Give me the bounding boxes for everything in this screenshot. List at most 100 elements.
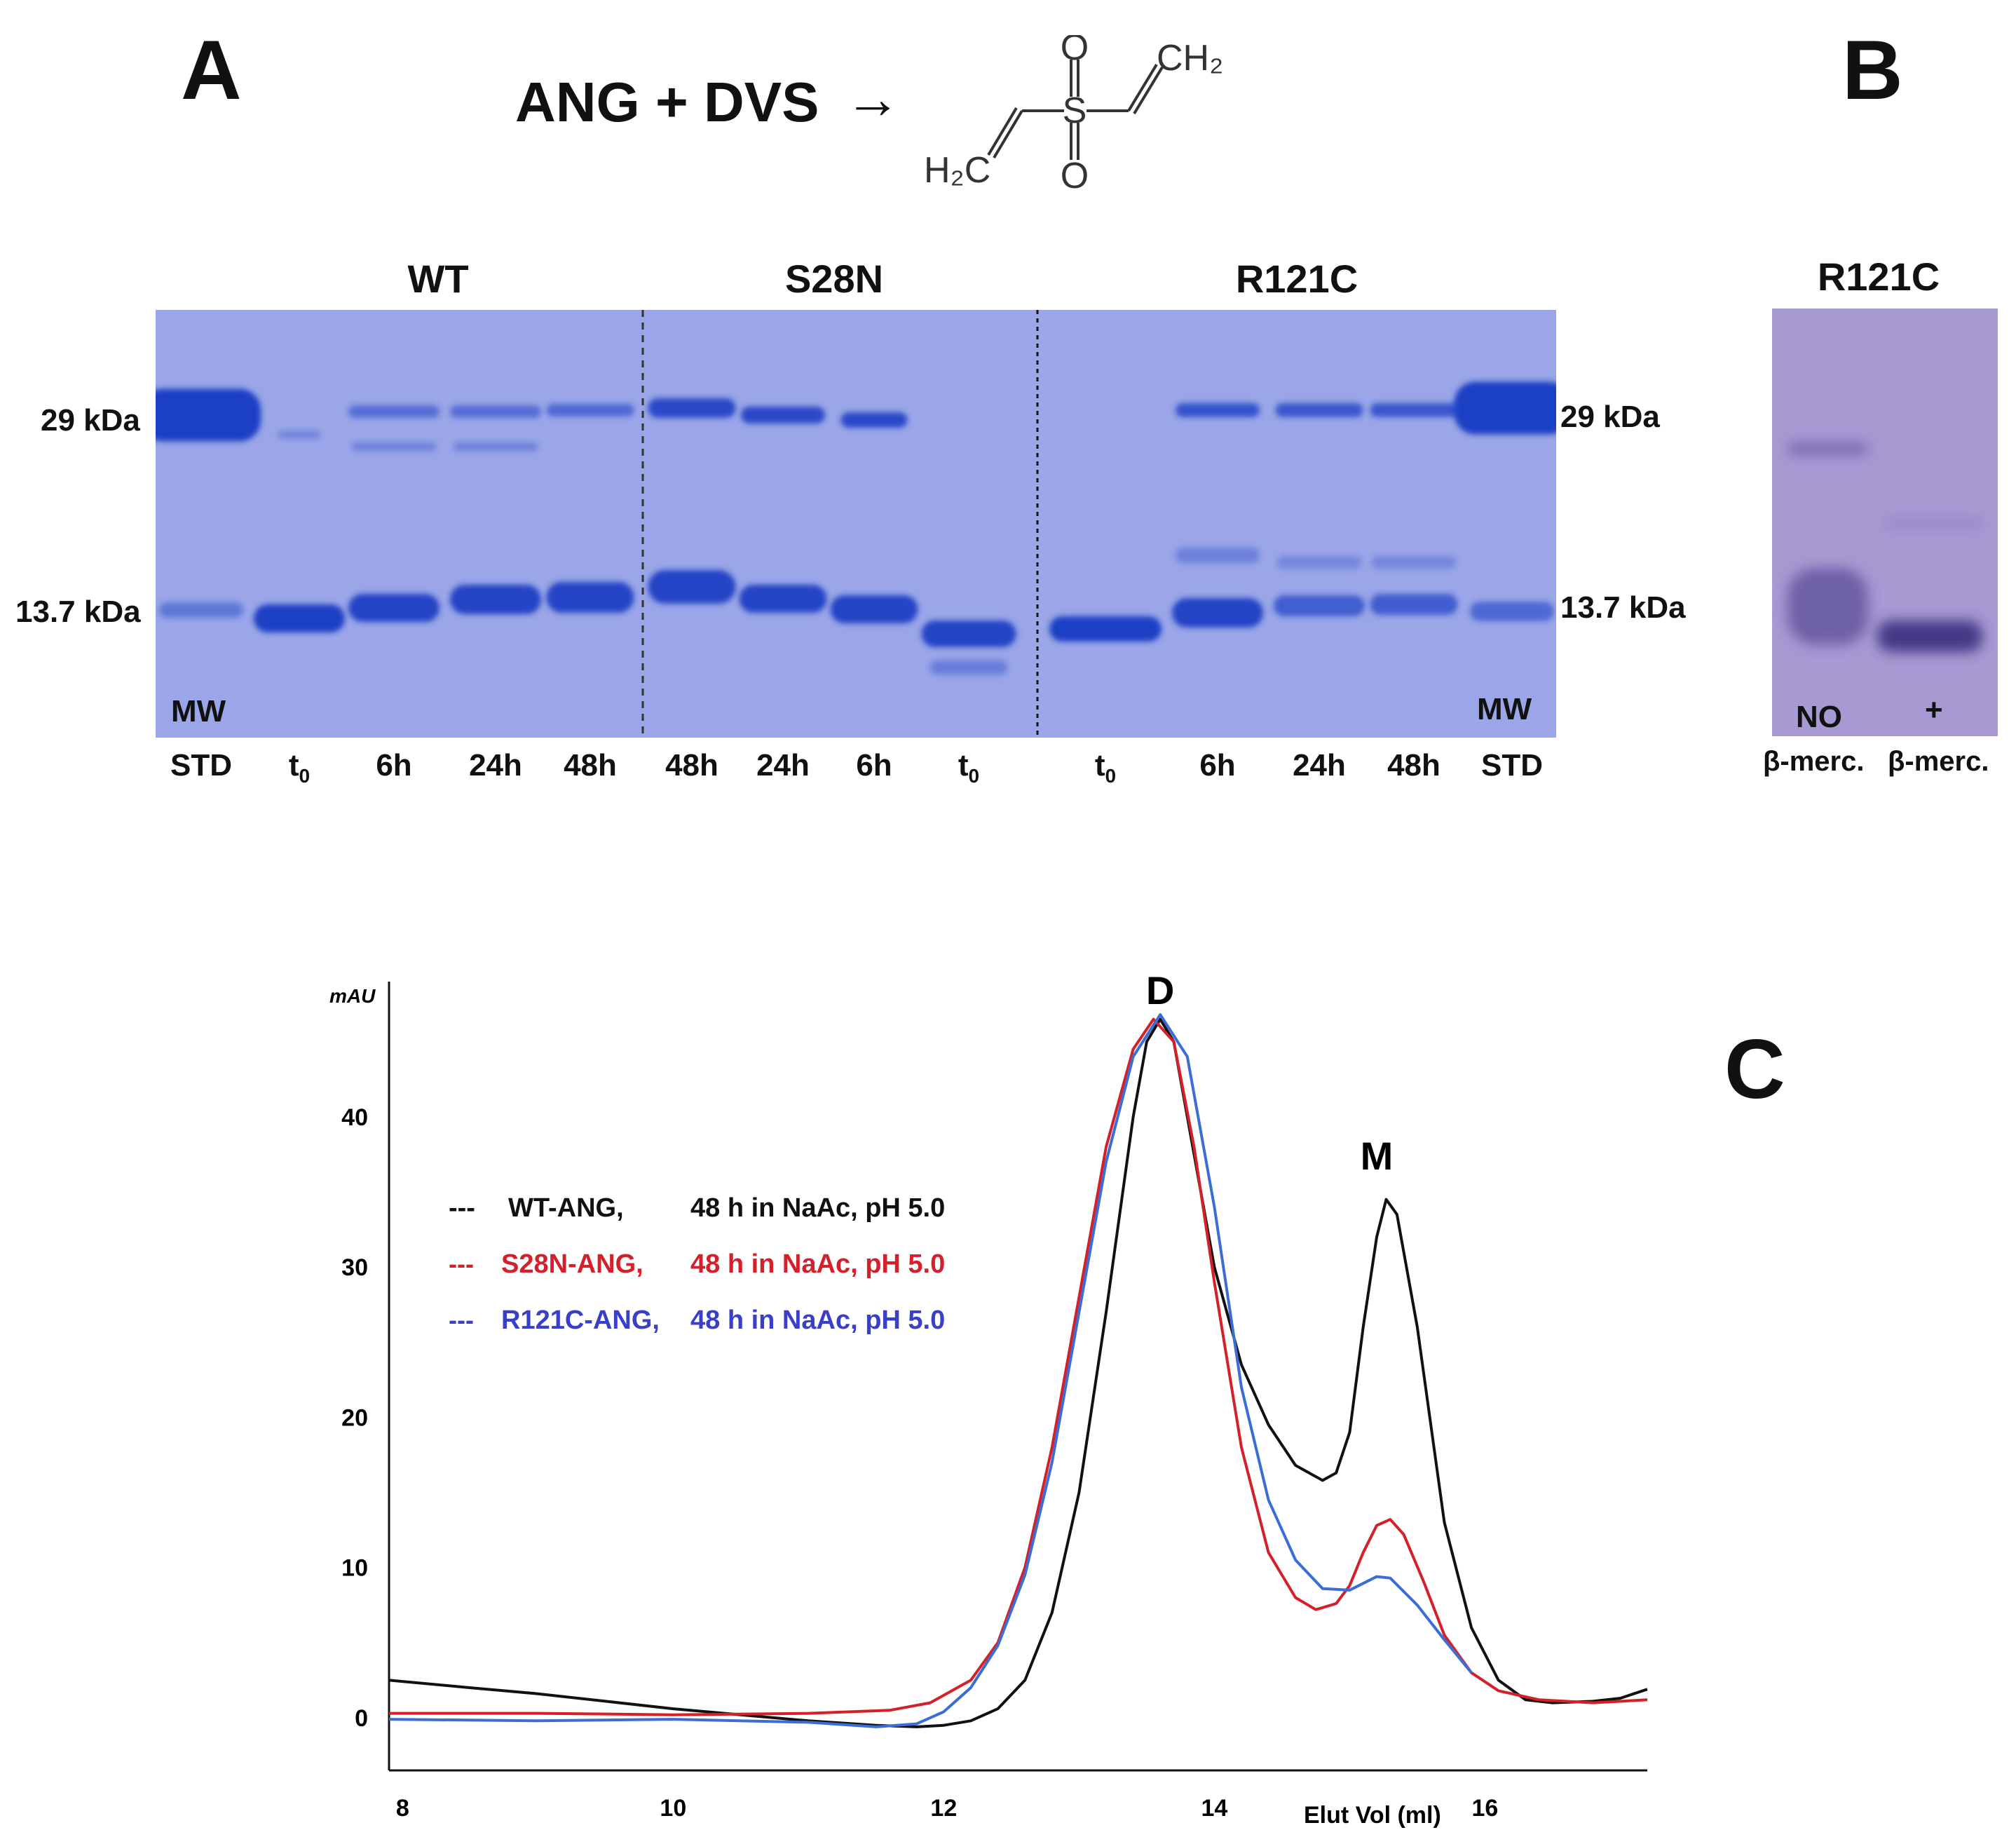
gel-group-r121c: R121C — [1235, 257, 1358, 301]
gel-band — [1470, 602, 1554, 621]
marker-left-13kda: 13.7 kDa — [15, 595, 141, 629]
series-line-wt-ang — [388, 1017, 1648, 1728]
legend-name-s28n: S28N-ANG, — [501, 1249, 643, 1279]
gel-b-band — [1877, 621, 1982, 652]
gel-band — [1370, 403, 1458, 417]
elution-chart: mAU Elut Vol (ml) 8 10 12 14 16 0 10 20 30 40 D M… — [329, 968, 1648, 1829]
gel-band — [1172, 598, 1263, 628]
marker-right-13kda: 13.7 kDa — [1560, 590, 1686, 625]
divinyl-sulfone-structure: O S O CH₂ H₂C — [924, 35, 1223, 189]
gel-band — [156, 388, 261, 442]
lane-label: t0 — [1094, 748, 1117, 787]
gel-band — [348, 405, 440, 418]
lane-label: 6h — [376, 748, 412, 782]
gel-b-band — [1787, 568, 1868, 645]
y-tick-label: 30 — [341, 1254, 368, 1281]
gel-band — [546, 582, 634, 613]
gel-band — [1275, 403, 1363, 417]
legend-dash-wt: --- — [449, 1193, 475, 1223]
gel-a-mw-right: MW — [1477, 692, 1532, 726]
x-tick-label: 12 — [930, 1795, 957, 1822]
x-tick-label: 8 — [396, 1795, 409, 1822]
marker-left-29kda: 29 kDa — [41, 403, 140, 438]
lane-label: 24h — [1293, 748, 1346, 782]
gel-band — [159, 602, 243, 618]
structure-h2c: H₂C — [924, 150, 990, 189]
gel-band — [648, 398, 736, 418]
legend-cond-r121c: 48 h in NaAc, pH 5.0 — [690, 1306, 945, 1335]
legend-cond-wt: 48 h in NaAc, pH 5.0 — [690, 1193, 945, 1223]
legend-cond-s28n: 48 h in NaAc, pH 5.0 — [690, 1249, 945, 1279]
gel-group-s28n: S28N — [784, 257, 884, 301]
gel-band — [450, 585, 541, 614]
gel-band — [1176, 548, 1260, 563]
legend-name-wt: WT-ANG, — [508, 1193, 624, 1223]
gel-band — [830, 595, 918, 623]
gel-band — [352, 442, 436, 451]
peak-label-dimer: D — [1146, 968, 1174, 1012]
lane-label: 48h — [1387, 748, 1441, 782]
gel-a-image: MW MW — [156, 310, 1556, 738]
gel-band — [348, 594, 440, 622]
lane-label: 48h — [564, 748, 617, 782]
gel-b-band — [1884, 519, 1982, 527]
x-tick-label: 16 — [1471, 1795, 1498, 1822]
gel-b-lane-label: β-merc. — [1763, 746, 1865, 777]
gel-b-band — [1787, 442, 1868, 456]
gel-band — [1274, 595, 1365, 616]
gel-band — [741, 407, 825, 423]
lane-label: t0 — [288, 748, 311, 787]
x-tick-label: 14 — [1201, 1795, 1227, 1822]
gel-b-title: R121C — [1817, 255, 1940, 299]
panel-letter-a: A — [181, 23, 242, 117]
gel-b-lane-label: β-merc. — [1888, 746, 1989, 777]
lane-label: 48h — [665, 748, 718, 782]
gel-b-image: NO + — [1772, 309, 1998, 736]
legend-dash-r121c: --- — [449, 1306, 474, 1334]
gel-band — [1049, 616, 1162, 642]
gel-band — [1372, 556, 1456, 569]
gel-band — [648, 570, 736, 604]
lane-label: 24h — [756, 748, 810, 782]
structure-o-bottom: O — [1061, 156, 1089, 189]
gel-band — [739, 585, 827, 613]
reaction-text: ANG + DVS — [515, 71, 819, 133]
lane-label: t0 — [958, 748, 980, 787]
y-tick-label: 10 — [341, 1555, 368, 1582]
gel-band — [930, 660, 1007, 675]
gel-a-mw-left: MW — [171, 694, 226, 728]
gel-band — [1370, 594, 1458, 615]
y-axis-label: mAU — [329, 985, 376, 1007]
gel-b-mark-no: NO — [1796, 700, 1842, 734]
structure-ch2: CH₂ — [1157, 38, 1223, 79]
y-tick-label: 40 — [341, 1104, 368, 1131]
gel-band — [1277, 556, 1361, 569]
gel-band — [454, 442, 538, 451]
gel-band — [840, 412, 908, 428]
lane-label: 6h — [1199, 748, 1236, 782]
panel-letter-b: B — [1842, 23, 1903, 117]
x-tick-label: 10 — [660, 1795, 686, 1822]
series-line-s28n-ang — [389, 1017, 1648, 1716]
gel-band — [1176, 403, 1260, 417]
lane-label: STD — [170, 748, 232, 782]
gel-band — [278, 431, 320, 438]
gel-band — [546, 404, 634, 416]
lane-label: 6h — [856, 748, 892, 782]
peak-label-monomer: M — [1361, 1134, 1394, 1178]
panel-letter-c: C — [1724, 1022, 1785, 1116]
lane-label: STD — [1481, 748, 1543, 782]
gel-band — [921, 621, 1016, 647]
y-tick-label: 20 — [341, 1404, 368, 1431]
gel-band — [254, 604, 345, 632]
gel-band — [450, 405, 541, 418]
x-axis-label: Elut Vol (ml) — [1304, 1802, 1441, 1829]
legend-name-r121c: R121C-ANG, — [501, 1306, 660, 1335]
marker-right-29kda: 29 kDa — [1560, 400, 1660, 434]
gel-band — [1454, 381, 1556, 435]
gel-group-wt: WT — [407, 257, 469, 301]
legend-dash-s28n: --- — [449, 1249, 474, 1278]
series-line-r121c-ang — [388, 1013, 1473, 1728]
structure-o-top: O — [1061, 35, 1089, 68]
gel-b-mark-plus: + — [1925, 693, 1943, 727]
